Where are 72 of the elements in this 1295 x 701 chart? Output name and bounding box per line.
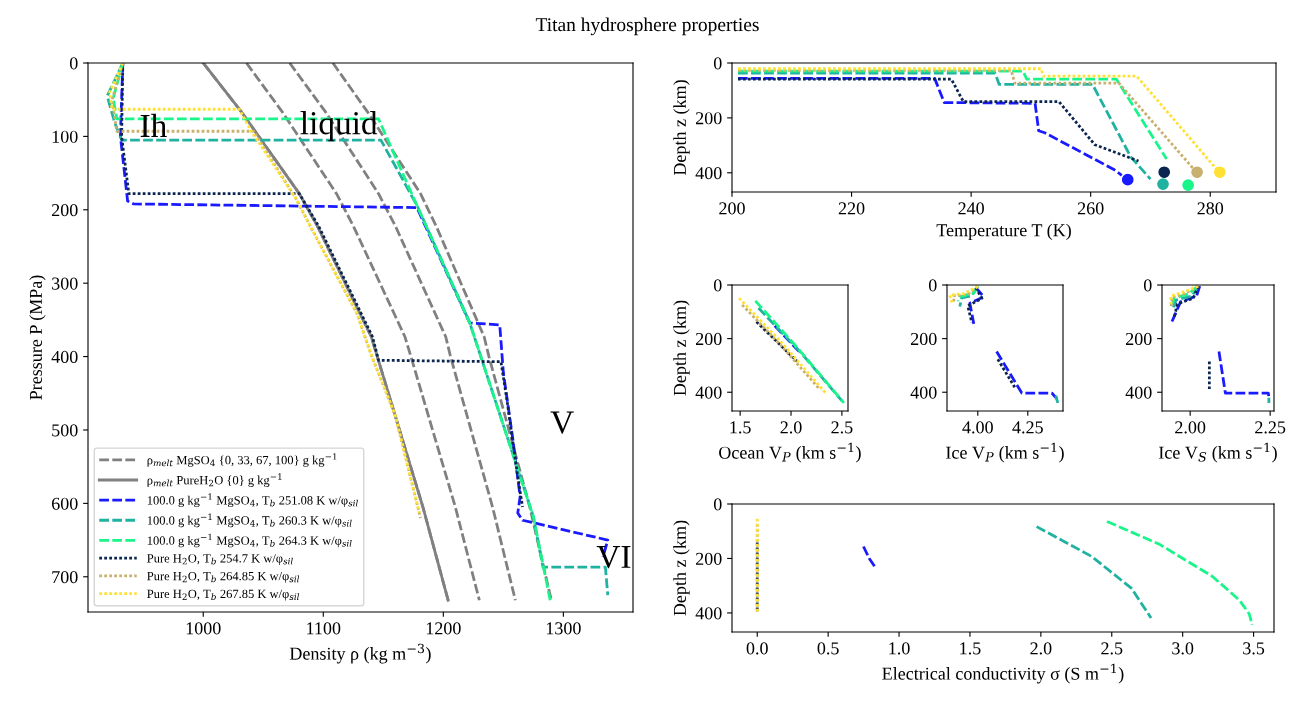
x-tick-label: 0.0 xyxy=(746,642,768,655)
legend-label: ρ$_{melt}$ MgSO$_{4}$ {0, 33, 67, 100} g kg$^{−1}$ xyxy=(147,453,337,467)
legend-label: ρ$_{melt}$ PureH$_{2}$O {0} g kg$^{−1}$ xyxy=(147,473,282,487)
y-tick-label: 200 xyxy=(1125,332,1152,346)
y-tick-label: 200 xyxy=(695,332,722,346)
legend-label: Pure H$_{2}$O, T$_{b}$ 267.85 K w/φ$_{sil}$ xyxy=(147,589,300,601)
x-tick-label: 1300 xyxy=(546,622,581,635)
line-series xyxy=(948,285,980,304)
x-tick-label: 4.00 xyxy=(962,421,993,434)
y-tick-label: 200 xyxy=(910,332,937,346)
x-tick-label: 1100 xyxy=(307,622,341,635)
x-tick-label: 1.5 xyxy=(960,642,981,655)
annotation: Ih xyxy=(140,113,167,137)
line-series xyxy=(736,77,1140,163)
annotation: liquid xyxy=(300,111,378,142)
legend-label: 100.0 g kg$^{−1}$ MgSO$_{4}$, T$_{b}$ 264.3 K w/φ$_{sil}$ xyxy=(147,533,352,548)
y-tick-label: 0 xyxy=(1143,279,1152,292)
y-tick-label: 0 xyxy=(69,57,78,70)
y-axis-title: Depth z (km) xyxy=(673,300,690,396)
legend-label: Pure H$_{2}$O, T$_{b}$ 254.7 K w/φ$_{sil}$ xyxy=(147,554,293,566)
x-tick-label: 280 xyxy=(1197,202,1224,215)
y-tick-label: 500 xyxy=(52,424,78,437)
x-tick-label: 240 xyxy=(958,202,984,215)
x-axis-title: Ocean V$_{P}$ (km s$^{−1}$) xyxy=(719,442,861,463)
y-tick-label: 700 xyxy=(52,571,78,584)
x-axis-title: Temperature T (K) xyxy=(936,223,1071,241)
y-tick-label: 400 xyxy=(1125,386,1152,399)
y-tick-label: 400 xyxy=(695,167,722,180)
y-tick-label: 0 xyxy=(713,279,722,292)
y-tick-label: 400 xyxy=(51,350,78,364)
x-axis-title: Electrical conductivity σ (S m$^{−1}$) xyxy=(882,663,1124,684)
legend-label: 100.0 g kg$^{−1}$ MgSO$_{4}$, T$_{b}$ 260.3 K w/φ$_{sil}$ xyxy=(147,513,352,528)
y-tick-label: 0 xyxy=(928,279,937,292)
y-tick-label: 600 xyxy=(51,497,78,510)
y-axis-title: Pressure P (MPa) xyxy=(29,275,46,400)
x-tick-label: 220 xyxy=(838,202,865,215)
annotation: VI xyxy=(596,546,631,569)
legend-label: 100.0 g kg$^{−1}$ MgSO$_{4}$, T$_{b}$ 251.08 K w/φ$_{sil}$ xyxy=(147,493,358,508)
x-tick-label: 3.5 xyxy=(1243,642,1265,655)
x-tick-label: 1.5 xyxy=(730,421,751,434)
x-tick-label: 2.25 xyxy=(1255,421,1286,434)
y-tick-label: 200 xyxy=(695,112,722,125)
y-tick-label: 400 xyxy=(910,386,937,399)
line-series xyxy=(1035,525,1153,620)
y-tick-label: 400 xyxy=(695,607,722,620)
x-tick-label: 260 xyxy=(1077,202,1104,215)
x-tick-label: 2.5 xyxy=(831,421,853,434)
x-tick-label: 1.0 xyxy=(889,642,910,655)
x-tick-label: 0.5 xyxy=(817,642,839,655)
legend-label: Pure H$_{2}$O, T$_{b}$ 264.85 K w/φ$_{sil}$ xyxy=(147,571,300,583)
line-series xyxy=(1105,520,1254,627)
y-tick-label: 0 xyxy=(713,57,722,70)
y-tick-label: 300 xyxy=(52,277,78,290)
x-tick-label: 1000 xyxy=(186,622,221,635)
x-axis-title: Density ρ (kg m$^{−3}$) xyxy=(289,643,431,664)
x-tick-label: 2.00 xyxy=(1175,421,1206,434)
x-tick-label: 2.0 xyxy=(1030,642,1052,655)
chart-title: Titan hydrosphere properties xyxy=(535,17,759,36)
y-tick-label: 0 xyxy=(713,498,722,511)
x-axis-title: Ice V$_{P}$ (km s$^{−1}$) xyxy=(946,442,1064,463)
x-tick-label: 3.0 xyxy=(1172,642,1194,655)
y-tick-label: 400 xyxy=(695,386,722,399)
x-tick-label: 2.0 xyxy=(780,421,802,434)
y-axis-title: Depth z (km) xyxy=(673,80,690,176)
x-axis-title: Ice V$_{S}$ (km s$^{−1}$) xyxy=(1158,442,1277,463)
x-tick-label: 4.25 xyxy=(1012,421,1043,434)
annotation: V xyxy=(550,411,574,434)
y-tick-label: 100 xyxy=(52,130,78,143)
x-tick-label: 2.5 xyxy=(1101,642,1123,655)
y-axis-title: Depth z (km) xyxy=(673,520,690,616)
y-tick-label: 200 xyxy=(695,552,722,565)
x-tick-label: 1200 xyxy=(426,622,461,635)
